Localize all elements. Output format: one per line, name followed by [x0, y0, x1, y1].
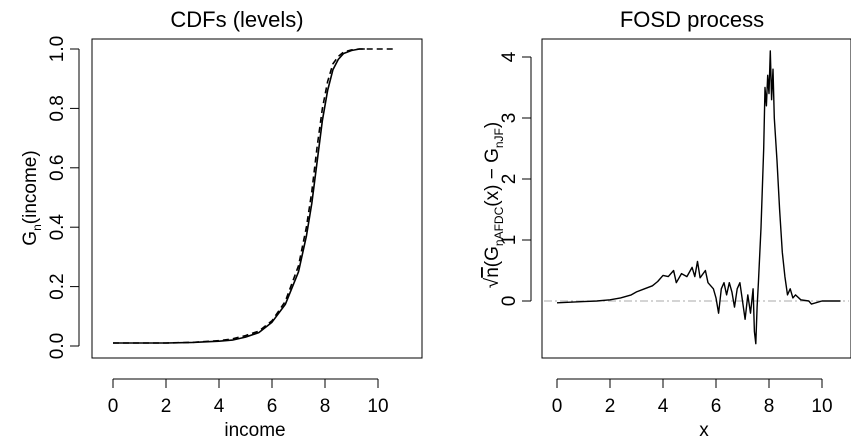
cdf-y-tick-label: 0.4	[47, 214, 68, 241]
fosd-x-tick-label: 4	[658, 396, 669, 417]
fosd-series-solid-line	[556, 50, 841, 345]
cdf-x-axis: 0 2 4 6 8 10	[108, 378, 389, 417]
cdf-x-tick-label: 0	[108, 396, 119, 417]
fosd-x-tick-label: 8	[764, 396, 775, 417]
fosd-series-group	[556, 50, 841, 345]
cdf-x-tick-label: 10	[367, 396, 388, 417]
fosd-x-axis: 0 2 4 6 8 10	[552, 378, 833, 417]
cdf-series-group	[113, 48, 397, 344]
fosd-y-tick-label: 2	[499, 174, 520, 185]
cdf-y-tick-label: 0.2	[47, 273, 68, 299]
cdf-x-axis-label: income	[224, 420, 285, 440]
fosd-y-axis: 0 1 2 3 4	[499, 51, 532, 307]
cdf-series-solid-line	[113, 48, 365, 344]
cdf-x-tick-label: 8	[320, 396, 331, 417]
cdf-y-tick-label: 1.0	[47, 36, 68, 62]
cdf-y-tick-label: 0.0	[47, 333, 68, 359]
fosd-x-tick-label: 10	[811, 396, 832, 417]
fosd-y-tick-label: 3	[499, 113, 520, 124]
cdf-y-tick-label: 0.8	[47, 95, 68, 121]
fosd-plot-frame	[541, 38, 851, 359]
cdf-y-tick-label: 0.6	[47, 155, 68, 181]
fosd-x-tick-label: 0	[552, 396, 563, 417]
fosd-x-tick-label: 6	[711, 396, 722, 417]
fosd-y-tick-label: 1	[499, 235, 520, 246]
fosd-chart-title: FOSD process	[620, 7, 764, 32]
fosd-x-axis-label: x	[699, 420, 709, 440]
fosd-panel: FOSD process 0 2 4 6 8 10 0 1 2 3 4 x √n(GnAFDC(x…	[482, 7, 851, 440]
cdf-x-tick-label: 4	[214, 396, 225, 417]
cdf-plot-frame	[91, 38, 423, 359]
cdf-series-dashed-line	[113, 48, 397, 344]
fosd-y-tick-label: 4	[499, 51, 520, 62]
fosd-x-tick-label: 2	[605, 396, 616, 417]
cdf-x-tick-label: 2	[161, 396, 172, 417]
fosd-y-axis-label: √n(GnAFDC(x) − GnJF)	[482, 122, 506, 288]
cdf-y-axis-label: Gn(income)	[20, 150, 44, 245]
cdf-x-tick-label: 6	[267, 396, 278, 417]
fosd-y-tick-label: 0	[499, 296, 520, 307]
cdf-chart-title: CDFs (levels)	[170, 7, 303, 32]
cdf-y-axis: 0.0 0.2 0.4 0.6 0.8 1.0	[47, 36, 80, 359]
cdf-panel: CDFs (levels) 0 2 4 6 8 10 0.0 0.2 0.4 0.6 0.8 1.0…	[20, 7, 423, 440]
